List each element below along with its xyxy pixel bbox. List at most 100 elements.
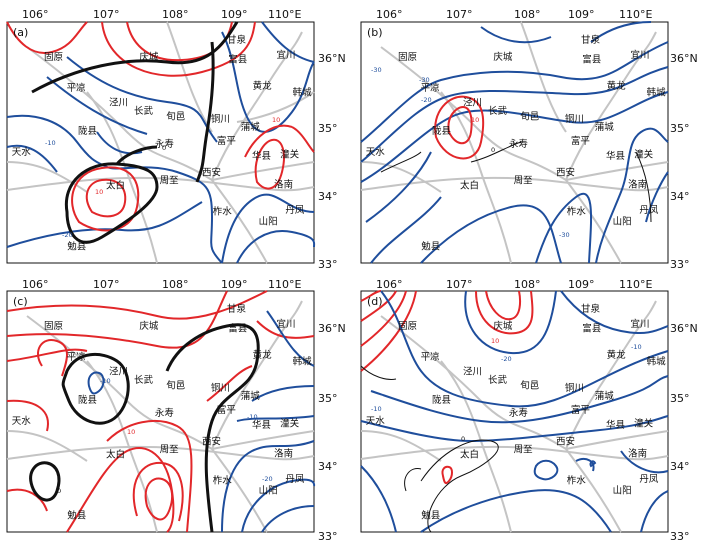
contour-label: 10: [272, 116, 280, 124]
contour-label: -20: [262, 475, 273, 483]
city-label: 旬邑: [520, 110, 539, 122]
city-label: 丹凤: [285, 205, 305, 216]
city-label: 天水: [366, 415, 386, 427]
contour-label: 10: [491, 337, 499, 345]
city-label: 长武: [488, 374, 508, 386]
city-label: 丹凤: [639, 474, 659, 485]
city-label: 铜川: [211, 113, 230, 125]
lat-tick-label: 35°: [318, 122, 338, 135]
city-label: 长武: [134, 105, 154, 117]
city-label: 富平: [571, 404, 591, 416]
contour-label: -10: [247, 413, 258, 421]
negative-contours: [87, 310, 316, 533]
negative-contours: [6, 21, 316, 264]
panel-frame: [360, 290, 669, 533]
negative-contours: [360, 21, 669, 264]
positive-contours: [6, 290, 315, 533]
city-label: 丹凤: [285, 474, 305, 485]
city-label: 长武: [488, 105, 508, 117]
contour-labels: -30 -20 -30 -30 10 0: [371, 66, 570, 239]
zero-contours: [29, 323, 260, 533]
city-label: 铜川: [565, 382, 584, 394]
lat-tick-label: 35°: [670, 392, 690, 405]
lon-tick-label: 107°: [446, 8, 473, 21]
lon-tick-label: 108°: [162, 8, 189, 21]
contour-labels: -10 -20 10 10 0: [45, 116, 280, 239]
city-label: 周至: [160, 176, 179, 187]
positive-contours: [434, 95, 485, 160]
city-label: 黄龙: [253, 80, 273, 92]
contour-label: -10: [631, 343, 642, 351]
city-label: 柞水: [567, 475, 587, 487]
contour-label: 0: [57, 487, 61, 495]
contour-label: -10: [100, 377, 111, 385]
contour-label: -20: [421, 96, 432, 104]
city-label: 庆城: [139, 51, 159, 63]
city-label: 永寿: [509, 407, 528, 419]
city-label: 陇县: [78, 125, 97, 137]
lon-tick-label: 109°: [568, 8, 595, 21]
city-label: 旬邑: [166, 110, 185, 122]
city-label: 宜川: [276, 318, 295, 330]
city-label: 丹凤: [639, 205, 659, 216]
panel-label: (b): [367, 26, 383, 39]
city-label: 固原: [44, 52, 63, 63]
city-label: 富县: [228, 323, 247, 335]
city-label: 华县: [252, 150, 271, 162]
top-axis-labels-row1: 106° 107° 108° 109° 110°E 106° 107° 108°…: [22, 8, 652, 21]
lon-tick-label: 106°: [22, 278, 49, 291]
city-label: 潼关: [280, 149, 300, 161]
lat-tick-label: 36°N: [318, 322, 346, 335]
panel-frame: [360, 21, 669, 264]
city-label: 周至: [514, 445, 533, 456]
city-label: 宜川: [630, 318, 649, 330]
city-label: 泾川: [109, 97, 128, 109]
city-label: 勉县: [421, 241, 440, 253]
city-label: 陇县: [432, 125, 451, 137]
city-label: 西安: [202, 436, 221, 448]
city-label: 铜川: [565, 113, 584, 125]
lon-tick-label: 107°: [93, 278, 120, 291]
city-label: 富平: [571, 135, 591, 147]
contour-label: 0: [491, 146, 495, 154]
city-label: 勉县: [67, 510, 86, 522]
city-label: 韩城: [647, 87, 667, 99]
contour-label: 10: [95, 188, 103, 196]
city-label: 长武: [134, 374, 154, 386]
city-label: 富平: [217, 135, 237, 147]
city-label: 甘泉: [581, 303, 601, 315]
city-label: 陇县: [432, 394, 451, 406]
right-axis-labels-col-right: 36°N 35° 34° 33° 36°N 35° 34° 33°: [670, 52, 698, 543]
contour-label: -10: [45, 139, 56, 147]
city-label: 柞水: [213, 475, 233, 487]
city-label: 潼关: [280, 418, 300, 430]
contour-label: -10: [371, 405, 382, 413]
city-label: 周至: [514, 176, 533, 187]
city-label: 勉县: [67, 241, 86, 253]
city-label: 西安: [556, 167, 575, 179]
lat-tick-label: 36°N: [670, 322, 698, 335]
lat-tick-label: 33°: [670, 530, 690, 543]
city-label: 天水: [366, 146, 386, 158]
city-label: 华县: [606, 150, 625, 162]
lon-tick-label: 110°E: [619, 8, 652, 21]
city-label: 黄龙: [253, 349, 273, 361]
lon-tick-label: 107°: [446, 278, 473, 291]
city-label: 甘泉: [227, 303, 247, 315]
city-label: 庆城: [139, 320, 159, 332]
lat-tick-label: 34°: [670, 190, 690, 203]
top-axis-labels-row2: 106° 107° 108° 109° 110°E 106° 107° 108°…: [22, 278, 652, 291]
city-label: 富平: [217, 404, 237, 416]
lat-tick-label: 35°: [670, 122, 690, 135]
city-label: 永寿: [155, 138, 174, 150]
lon-tick-label: 106°: [376, 8, 403, 21]
city-label: 太白: [460, 180, 479, 192]
contour-labels: 10 -10 -10 -20 0: [57, 377, 273, 495]
city-label: 宜川: [630, 49, 649, 61]
